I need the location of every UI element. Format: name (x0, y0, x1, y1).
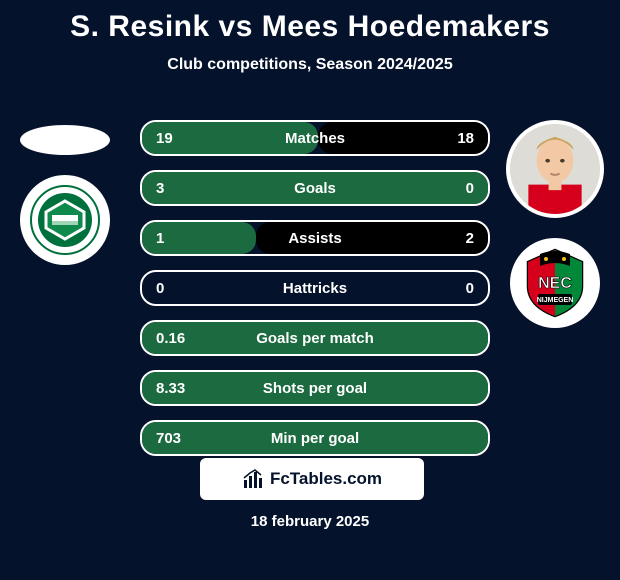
player-photo-icon (510, 120, 600, 218)
stat-label: Goals per match (216, 330, 414, 347)
stat-left-value: 0.16 (142, 330, 216, 347)
stat-label: Assists (216, 230, 414, 247)
stat-right-value: 0 (414, 280, 488, 297)
stat-row: 8.33Shots per goal (140, 370, 490, 406)
groningen-badge-icon (30, 185, 100, 255)
stat-left-value: 703 (142, 430, 216, 447)
stat-row: 703Min per goal (140, 420, 490, 456)
right-player-avatar (506, 120, 604, 218)
nec-badge-icon: NEC NIJMEGEN (516, 244, 594, 322)
stat-label: Goals (216, 180, 414, 197)
comparison-card: S. Resink vs Mees Hoedemakers Club compe… (0, 0, 620, 580)
right-column: NEC NIJMEGEN (495, 120, 615, 328)
stat-label: Min per goal (216, 430, 414, 447)
stats-list: 19Matches183Goals01Assists20Hattricks00.… (140, 120, 490, 470)
chart-icon (242, 468, 264, 490)
left-column (5, 120, 125, 265)
svg-text:NEC: NEC (538, 275, 572, 292)
stat-right-value: 18 (414, 130, 488, 147)
stat-row: 1Assists2 (140, 220, 490, 256)
stat-label: Hattricks (216, 280, 414, 297)
stat-right-value: 2 (414, 230, 488, 247)
stat-left-value: 1 (142, 230, 216, 247)
stat-row: 19Matches18 (140, 120, 490, 156)
subtitle: Club competitions, Season 2024/2025 (0, 56, 620, 74)
svg-text:NIJMEGEN: NIJMEGEN (537, 297, 574, 304)
stat-left-value: 8.33 (142, 380, 216, 397)
right-club-badge: NEC NIJMEGEN (510, 238, 600, 328)
stat-left-value: 0 (142, 280, 216, 297)
stat-left-value: 3 (142, 180, 216, 197)
stat-row: 0Hattricks0 (140, 270, 490, 306)
page-title: S. Resink vs Mees Hoedemakers (0, 0, 620, 44)
left-player-avatar (20, 125, 110, 155)
stat-right-value: 0 (414, 180, 488, 197)
stat-row: 3Goals0 (140, 170, 490, 206)
footer-date: 18 february 2025 (0, 513, 620, 530)
stat-label: Matches (216, 130, 414, 147)
left-club-badge (20, 175, 110, 265)
stat-row: 0.16Goals per match (140, 320, 490, 356)
stat-label: Shots per goal (216, 380, 414, 397)
brand-text: FcTables.com (270, 469, 382, 489)
stat-left-value: 19 (142, 130, 216, 147)
brand-badge[interactable]: FcTables.com (200, 458, 424, 500)
